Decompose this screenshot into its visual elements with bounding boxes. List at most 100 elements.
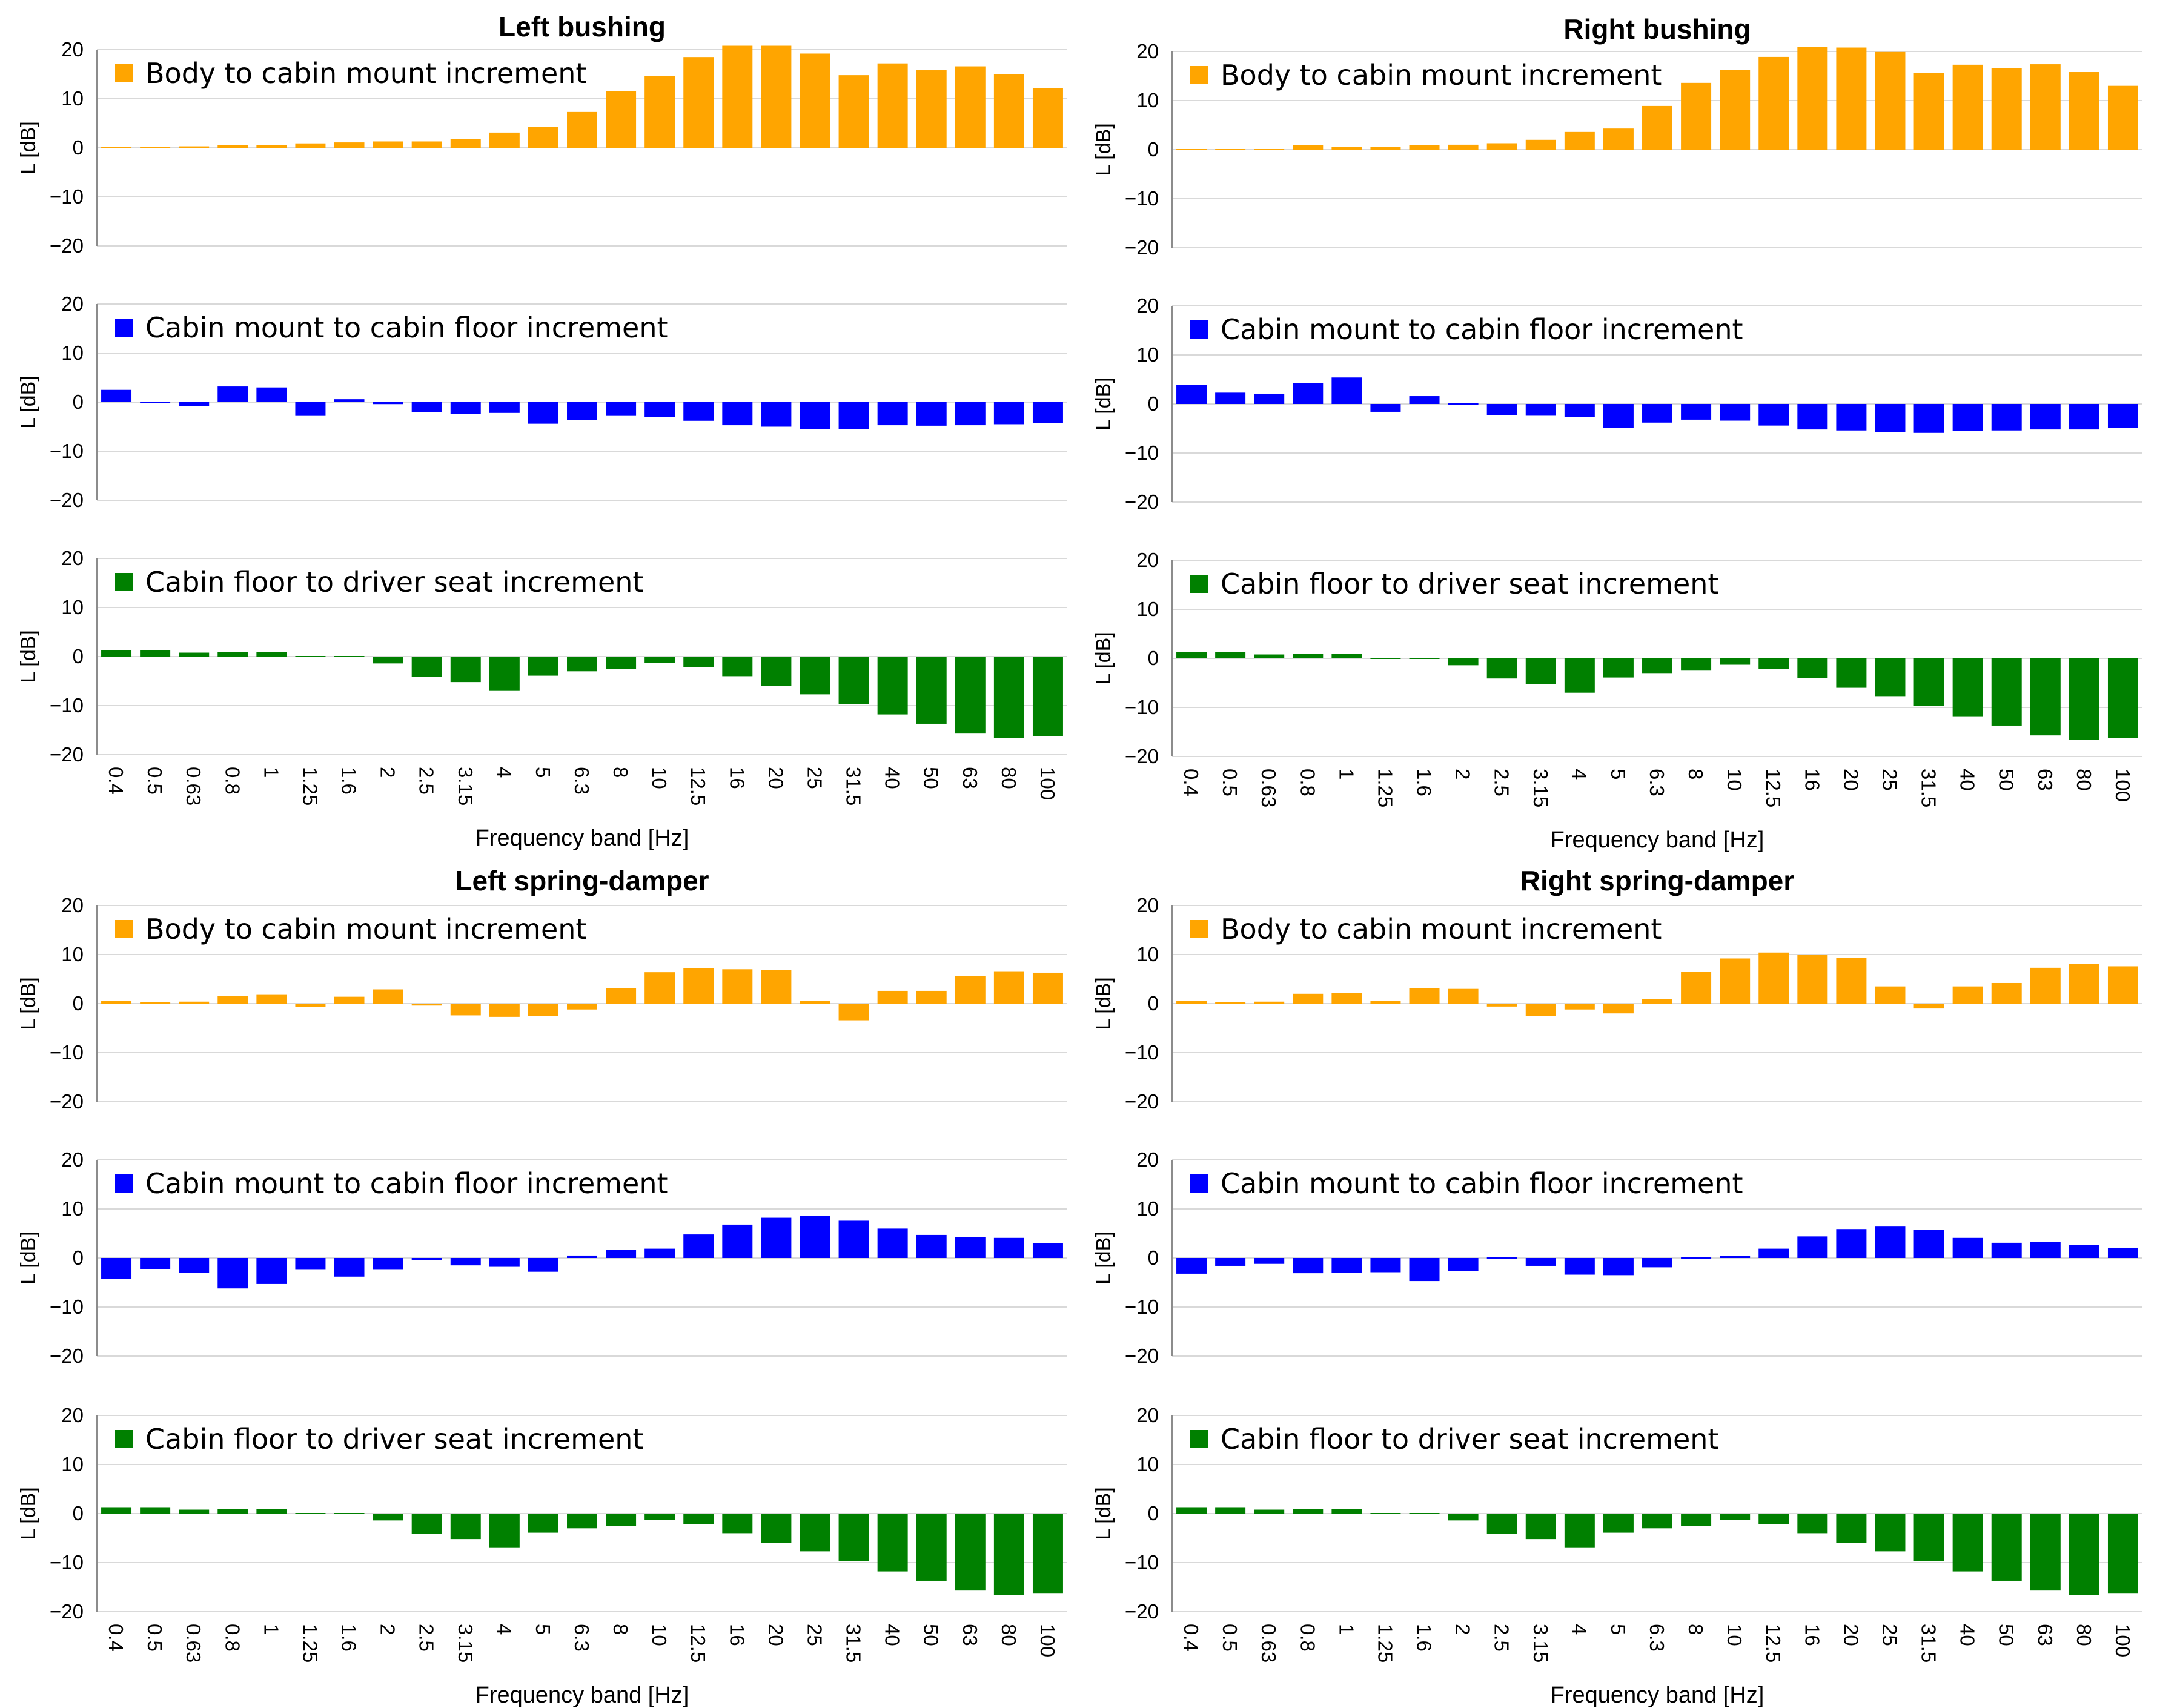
legend-swatch — [1190, 575, 1208, 593]
bar — [955, 1237, 986, 1258]
y-tick-label: −20 — [50, 743, 84, 766]
x-tick-label: 0.63 — [1257, 769, 1280, 807]
y-axis-label: L [dB] — [1092, 977, 1115, 1030]
legend-label: Body to cabin mount increment — [145, 57, 586, 90]
legend-label: Cabin mount to cabin floor increment — [1221, 313, 1743, 346]
bar — [140, 402, 171, 403]
bar — [1952, 658, 1983, 717]
x-tick-label: 63 — [959, 1624, 981, 1646]
bar — [722, 402, 753, 426]
bar — [2107, 1247, 2138, 1258]
bar — [1603, 404, 1634, 428]
x-tick-label: 50 — [920, 1624, 943, 1646]
bar — [1758, 1248, 1789, 1258]
bar — [993, 402, 1024, 425]
bar — [101, 650, 132, 657]
x-tick-label: 0.63 — [182, 1624, 205, 1663]
x-tick-label: 1.6 — [1413, 769, 1436, 796]
bar — [877, 990, 908, 1004]
x-tick-label: 6.3 — [571, 1624, 593, 1652]
bar — [644, 1514, 675, 1520]
x-tick-label: 63 — [959, 767, 981, 789]
bar — [1254, 1258, 1285, 1264]
bar — [1215, 1507, 1246, 1514]
legend-swatch — [1190, 320, 1208, 339]
bar — [334, 1513, 365, 1514]
bar — [1758, 658, 1789, 669]
x-tick-label: 1.25 — [1374, 769, 1396, 807]
bar — [1681, 82, 1712, 150]
bar — [1642, 1514, 1672, 1529]
x-tick-label: 12.5 — [1762, 1624, 1784, 1663]
bar — [1176, 385, 1207, 404]
bar — [179, 1258, 210, 1273]
x-tick-label: 1.6 — [1413, 1624, 1436, 1652]
bar — [2030, 64, 2061, 150]
bar — [838, 1220, 869, 1258]
x-tick-label: 0.8 — [221, 1624, 244, 1652]
bar — [217, 1258, 248, 1289]
bar — [1525, 658, 1556, 684]
bar — [1293, 145, 1324, 150]
bar — [1991, 68, 2022, 150]
y-tick-label: 10 — [61, 1453, 84, 1475]
y-tick-label: −10 — [1125, 187, 1159, 210]
y-tick-label: −10 — [1125, 442, 1159, 464]
x-tick-label: 1.25 — [1374, 1624, 1396, 1663]
bar — [1875, 51, 1906, 150]
legend-label: Body to cabin mount increment — [145, 913, 586, 945]
bar — [1032, 88, 1063, 148]
bar — [567, 657, 597, 672]
bar — [1797, 47, 1828, 150]
bar — [1564, 131, 1595, 150]
y-tick-label: −10 — [1125, 1296, 1159, 1318]
bar — [1836, 658, 1867, 688]
y-tick-label: 20 — [61, 293, 84, 315]
bar — [1331, 1258, 1362, 1273]
y-tick-label: −20 — [1125, 1345, 1159, 1367]
x-tick-label: 8 — [1685, 769, 1707, 780]
bar — [916, 402, 947, 426]
y-tick-label: −10 — [50, 1551, 84, 1574]
y-tick-label: 20 — [61, 1404, 84, 1426]
x-tick-label: 100 — [2112, 769, 2134, 802]
y-tick-label: 10 — [61, 596, 84, 618]
legend-label: Cabin floor to driver seat increment — [145, 566, 643, 598]
y-axis-label: L [dB] — [17, 121, 40, 174]
bar — [179, 146, 210, 148]
bar — [1486, 1004, 1517, 1007]
bar — [567, 402, 597, 420]
legend-swatch — [115, 1430, 133, 1448]
x-tick-label: 1 — [260, 767, 282, 778]
bar — [2107, 85, 2138, 150]
bar — [1176, 1001, 1207, 1004]
y-tick-label: 0 — [73, 645, 84, 667]
y-tick-label: −20 — [1125, 1090, 1159, 1113]
x-tick-label: 0.8 — [1296, 769, 1319, 796]
bar — [334, 399, 365, 402]
bar — [1720, 404, 1751, 421]
bar — [1875, 404, 1906, 432]
x-tick-label: 1.25 — [299, 767, 321, 806]
y-tick-label: 20 — [61, 38, 84, 61]
x-tick-label: 3.15 — [1529, 769, 1552, 807]
bar — [1952, 1237, 1983, 1258]
legend-swatch — [1190, 920, 1208, 938]
bar — [800, 1001, 830, 1004]
y-tick-label: 20 — [1136, 40, 1159, 62]
bar — [2107, 658, 2138, 738]
x-tick-label: 0.5 — [1219, 769, 1241, 796]
bar — [1215, 1258, 1246, 1266]
bar — [838, 1004, 869, 1021]
chart-title: Right bushing — [1563, 13, 1751, 45]
x-tick-label: 25 — [1878, 1624, 1901, 1646]
y-axis-label: L [dB] — [1092, 1487, 1115, 1540]
bar — [683, 402, 714, 421]
bar — [1603, 1258, 1634, 1276]
x-tick-label: 8 — [609, 1624, 632, 1635]
x-tick-label: 31.5 — [843, 767, 865, 806]
x-tick-label: 6.3 — [1646, 1624, 1668, 1652]
bar — [1836, 1229, 1867, 1258]
